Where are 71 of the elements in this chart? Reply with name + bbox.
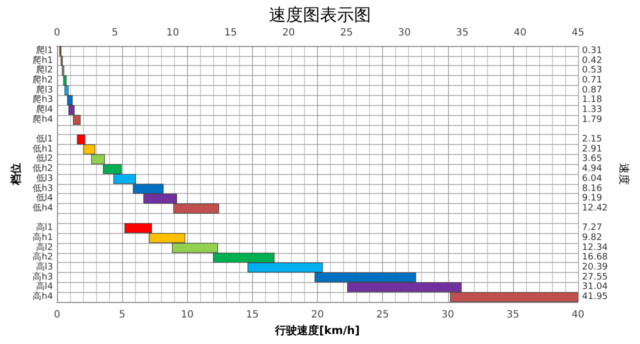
y2-tick-label: 0.53 (582, 66, 602, 76)
y2-tick-label: 1.33 (582, 105, 602, 115)
y-tick-label: 高h4 (32, 291, 54, 302)
y2-tick-label: 27.55 (582, 272, 608, 282)
x2-tick-label: 15 (224, 28, 238, 38)
y-tick-label: 低l1 (36, 134, 53, 145)
y-tick-label: 低h1 (32, 143, 53, 154)
y-tick-label: 爬h3 (32, 94, 53, 106)
x-tick-label: 40 (572, 310, 584, 320)
x2-tick-label: 10 (166, 28, 180, 38)
y-tick-label: 低h4 (32, 202, 54, 214)
x-tick-label: 20 (311, 310, 324, 320)
x2-tick-label: 0 (54, 28, 60, 38)
y-tick-label: 爬l2 (36, 64, 53, 76)
x-tick-label: 0 (54, 310, 60, 320)
y2-tick-label: 41.95 (582, 292, 608, 302)
x2-tick-label: 30 (398, 28, 411, 38)
chart-title: 速度图表示图 (269, 6, 371, 26)
y2-axis-title: 速度 (618, 163, 631, 185)
y-tick-label: 高h2 (32, 252, 53, 263)
y-tick-label: 低l2 (36, 153, 53, 164)
y2-tick-label: 12.42 (582, 203, 608, 214)
y-tick-label: 爬l4 (36, 104, 54, 115)
y2-tick-label: 1.18 (582, 95, 602, 106)
y2-tick-label: 9.19 (582, 194, 602, 204)
y-tick-label: 爬h1 (32, 54, 53, 66)
y2-tick-label: 2.15 (582, 134, 602, 145)
x-axis-title: 行驶速度[km/h] (274, 324, 360, 337)
y2-tick-label: 0.71 (582, 75, 602, 86)
y-tick-label: 高l3 (36, 262, 53, 273)
x2-tick-label: 45 (572, 28, 584, 38)
y-tick-label: 高l2 (36, 242, 53, 253)
y2-tick-label: 0.87 (582, 85, 602, 96)
y2-tick-label: 20.39 (582, 262, 608, 273)
x-tick-label: 5 (118, 310, 126, 320)
y2-tick-label: 0.42 (582, 56, 602, 66)
y2-tick-label: 9.82 (582, 233, 602, 243)
x-tick-label: 30 (441, 310, 454, 320)
x-tick-label: 10 (180, 310, 194, 320)
y2-tick-label: 4.94 (582, 164, 602, 174)
y-axis-title: 档位 (10, 163, 23, 186)
x-tick-label: 25 (376, 310, 389, 320)
x2-tick-label: 35 (456, 28, 469, 38)
y-tick-label: 爬l3 (36, 84, 53, 96)
y-tick-label: 高h3 (32, 271, 53, 282)
y-tick-label: 低h2 (32, 163, 53, 174)
x-tick-label: 35 (506, 310, 520, 320)
y-tick-label: 低l3 (36, 172, 53, 184)
x2-tick-label: 25 (340, 28, 353, 38)
y-tick-label: 高l1 (36, 222, 53, 234)
y-tick-label: 爬h2 (32, 74, 53, 86)
y2-tick-label: 1.79 (582, 114, 602, 125)
x2-tick-label: 5 (112, 28, 118, 38)
y2-tick-label: 3.65 (582, 154, 602, 164)
y-tick-label: 低l4 (36, 192, 54, 204)
y-tick-label: 高l4 (36, 281, 54, 292)
x2-tick-label: 40 (514, 28, 526, 38)
y2-tick-label: 7.27 (582, 223, 602, 234)
y2-tick-label: 2.91 (582, 144, 602, 154)
y-tick-label: 爬l1 (36, 44, 53, 56)
y-tick-label: 高h1 (32, 232, 53, 243)
y2-tick-label: 12.34 (582, 242, 608, 253)
y-tick-label: 低h3 (32, 182, 53, 194)
x-tick-label: 15 (246, 310, 259, 320)
y2-tick-label: 8.16 (582, 184, 602, 194)
y2-tick-label: 31.04 (582, 282, 608, 292)
y-tick-label: 爬h4 (32, 114, 54, 125)
x2-tick-label: 20 (282, 28, 295, 38)
y2-tick-label: 16.68 (582, 252, 608, 263)
y2-tick-label: 0.31 (582, 46, 602, 56)
y2-tick-label: 6.04 (582, 174, 602, 184)
